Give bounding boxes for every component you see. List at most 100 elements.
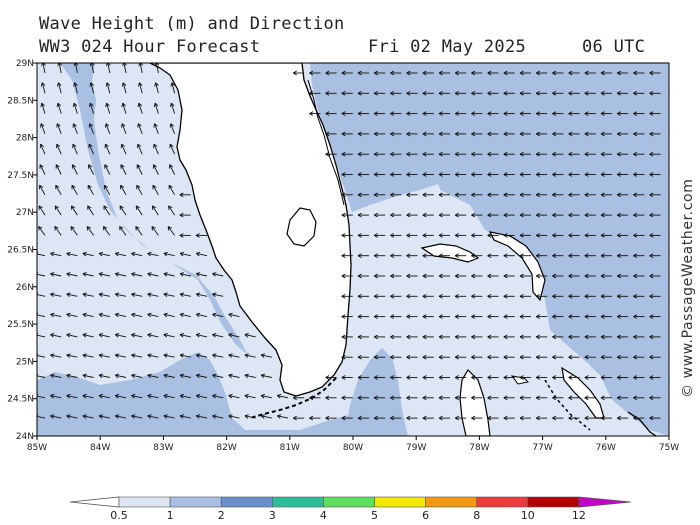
wave-arrow: [179, 251, 191, 257]
wave-arrow: [114, 333, 127, 338]
lat-tick-label: 25.5N: [7, 320, 34, 330]
wave-arrow: [552, 192, 564, 198]
wave-arrow: [454, 273, 467, 279]
colorbar-segment: [527, 496, 580, 508]
wave-arrow: [584, 233, 596, 238]
wave-arrow: [535, 293, 548, 299]
wave-arrow: [114, 393, 127, 399]
wave-arrow: [568, 273, 580, 279]
wave-arrow: [519, 212, 531, 218]
wave-arrow: [163, 272, 175, 277]
wave-arrow: [66, 292, 78, 297]
wave-arrow: [260, 393, 272, 399]
wave-arrow: [309, 415, 321, 421]
wave-arrow: [195, 292, 208, 297]
credit-watermark: © www.PassageWeather.com: [680, 179, 696, 398]
lat-tick-label: 27N: [16, 208, 34, 218]
wave-arrow: [120, 164, 127, 175]
wave-arrow: [471, 172, 483, 177]
wave-arrow: [600, 354, 612, 360]
wave-arrow: [390, 70, 402, 76]
wave-arrow: [438, 192, 450, 198]
wave-arrow: [131, 251, 143, 257]
lon-tick-label: 78W: [469, 443, 489, 453]
wave-arrow: [552, 395, 564, 401]
wave-arrow: [325, 131, 337, 137]
forecast-time: 06 UTC: [582, 37, 646, 57]
wave-arrow: [179, 192, 191, 198]
wave-arrow: [600, 70, 612, 76]
wave-arrow: [104, 123, 111, 135]
wave-arrow: [114, 272, 127, 277]
wave-arrow: [341, 334, 353, 340]
lon-tick-label: 83W: [153, 443, 173, 453]
wave-arrow: [120, 143, 127, 155]
wave-arrow: [633, 273, 645, 279]
wave-arrow: [357, 90, 369, 96]
wave-arrow: [568, 415, 580, 421]
wave-arrow: [50, 251, 62, 257]
wave-arrow: [487, 253, 499, 259]
wave-arrow: [55, 143, 62, 155]
wave-arrow: [552, 314, 564, 319]
wave-arrow: [454, 233, 467, 238]
wave-arrow: [70, 226, 78, 236]
wave-arrow: [487, 395, 499, 401]
wave-arrow: [228, 373, 240, 379]
wave-arrow: [422, 253, 434, 259]
wave-arrow: [633, 354, 645, 360]
colorbar-label: 2: [218, 509, 225, 522]
latitude-axis: 29N 28.5N 28N 27.5N 27N 26.5N 26N 25.5N 25N 24.5N…: [7, 59, 37, 442]
colorbar-segment: [425, 496, 478, 508]
wave-arrow: [519, 334, 531, 340]
wave-arrow: [325, 415, 337, 421]
wave-arrow: [633, 233, 645, 238]
wave-zone-gulf-south: [37, 352, 380, 436]
wave-arrow: [195, 373, 208, 379]
wave-arrow: [309, 90, 321, 96]
wave-arrow: [552, 131, 564, 137]
wave-arrow: [616, 415, 629, 421]
wave-arrow: [341, 233, 353, 238]
wave-arrow: [584, 375, 596, 380]
colorbar-segment: [476, 496, 529, 508]
wave-arrow: [357, 131, 369, 137]
wave-arrow: [373, 273, 386, 279]
wave-arrow: [584, 90, 596, 96]
lon-tick-label: 75W: [659, 443, 679, 453]
wave-arrow: [438, 273, 450, 279]
wave-arrow: [119, 226, 127, 236]
colorbar-label: 5: [371, 509, 378, 522]
lon-tick-label: 79W: [406, 443, 426, 453]
wave-arrow: [50, 333, 62, 338]
wave-arrow: [503, 354, 515, 360]
wave-arrow: [535, 415, 548, 421]
wave-arrow: [535, 70, 548, 76]
wave-arrow: [357, 395, 369, 401]
wave-arrow: [276, 393, 289, 399]
wave-arrow: [163, 251, 175, 257]
wave-arrow: [131, 292, 143, 297]
wave-arrow: [616, 172, 629, 177]
wave-arrow: [422, 172, 434, 177]
wave-arrow: [114, 312, 127, 318]
wave-arrow: [341, 354, 353, 360]
wave-arrow: [66, 312, 78, 318]
wave-arrow: [103, 205, 111, 216]
wave-arrow: [114, 373, 127, 379]
wave-arrow: [519, 375, 531, 380]
wave-arrow: [535, 395, 548, 401]
wave-arrow: [649, 111, 661, 116]
wave-arrow: [552, 273, 564, 279]
wave-arrow: [82, 333, 94, 338]
wave-arrow: [584, 131, 596, 137]
wave-arrow: [487, 233, 499, 238]
wave-direction-arrows: [37, 63, 661, 421]
wave-arrow: [649, 415, 661, 421]
wave-arrow: [649, 233, 661, 238]
wave-arrow: [471, 212, 483, 218]
wave-arrow: [503, 395, 515, 401]
wave-arrow: [600, 131, 612, 137]
wave-arrow: [454, 192, 467, 198]
wave-arrow: [568, 253, 580, 259]
